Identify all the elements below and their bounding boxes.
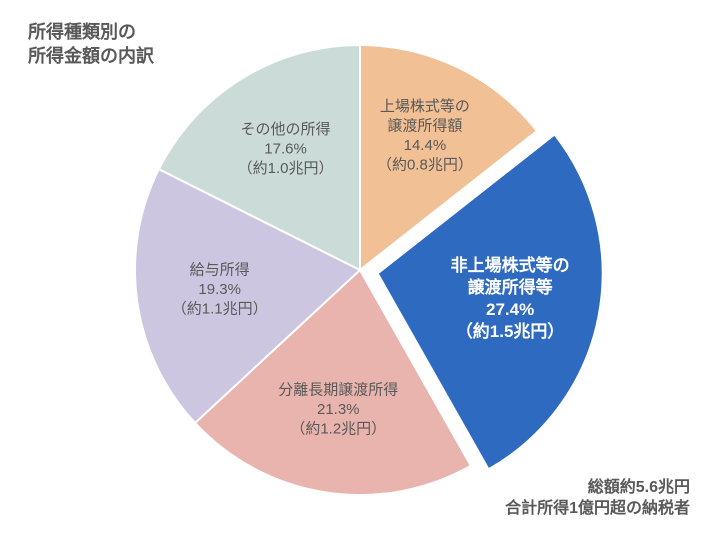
chart-title: 所得種類別の 所得金額の内訳 [28, 20, 154, 69]
title-line1: 所得種類別の [28, 22, 136, 42]
pie-chart: 上場株式等の譲渡所得額14.4%（約0.8兆円）非上場株式等の譲渡所得等27.4… [0, 0, 720, 540]
footer-line2: 合計所得1億円超の納税者 [505, 500, 690, 517]
title-line2: 所得金額の内訳 [28, 46, 154, 66]
chart-footer: 総額約5.6兆円 合計所得1億円超の納税者 [505, 477, 690, 520]
chart-container: { "title_line1": "所得種類別の", "title_line2"… [0, 0, 720, 540]
footer-line1: 総額約5.6兆円 [588, 479, 690, 496]
